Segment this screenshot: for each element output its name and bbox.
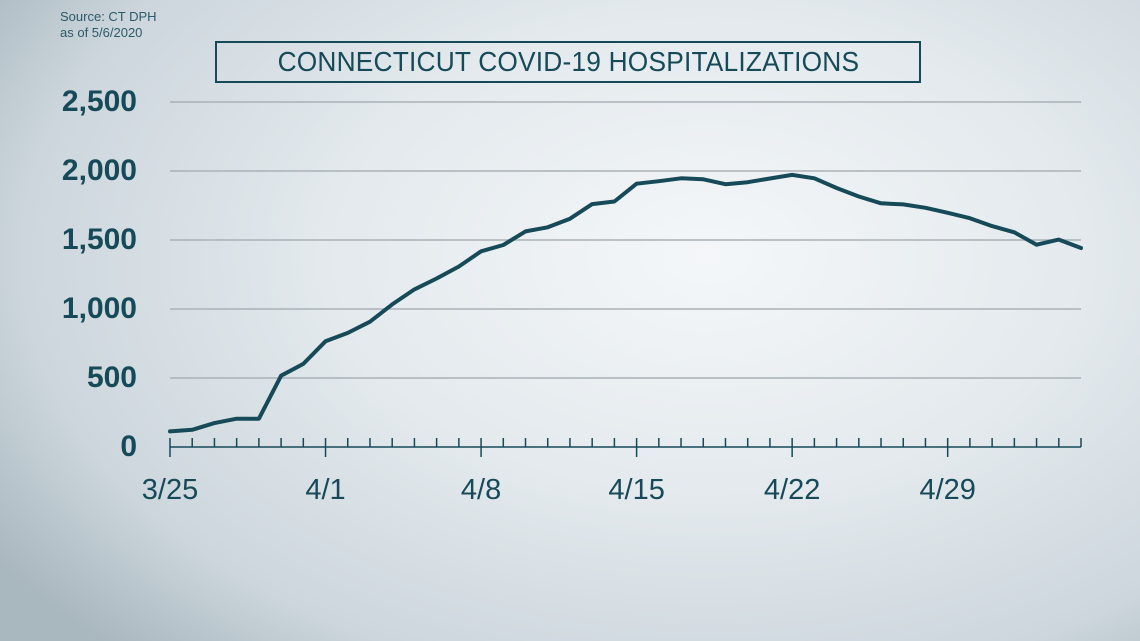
- x-tick-label: 4/1: [305, 474, 346, 506]
- y-tick-label: 500: [86, 361, 137, 394]
- as-of-date: as of 5/6/2020: [60, 25, 143, 40]
- x-tick-label: 3/25: [141, 474, 199, 506]
- y-tick-label: 2,500: [61, 85, 137, 118]
- source-line: Source: CT DPH: [60, 9, 157, 24]
- y-tick-label: 0: [120, 430, 137, 463]
- x-tick-label: 4/22: [763, 474, 821, 506]
- y-tick-label: 1,500: [61, 223, 137, 256]
- x-tick-label: 4/8: [460, 474, 502, 506]
- x-axis: [169, 438, 1082, 457]
- x-tick-label: 4/29: [919, 474, 976, 506]
- gridlines: [170, 101, 1081, 379]
- chart-title: CONNECTICUT COVID-19 HOSPITALIZATIONS: [277, 46, 859, 77]
- y-tick-label: 1,000: [61, 292, 137, 325]
- chart-title-box: CONNECTICUT COVID-19 HOSPITALIZATIONS: [215, 41, 921, 83]
- hospitalizations-line: [168, 172, 1083, 434]
- x-tick-label: 4/15: [608, 474, 665, 506]
- source-note: Source: CT DPH as of 5/6/2020: [60, 9, 157, 41]
- y-tick-label: 2,000: [61, 154, 137, 187]
